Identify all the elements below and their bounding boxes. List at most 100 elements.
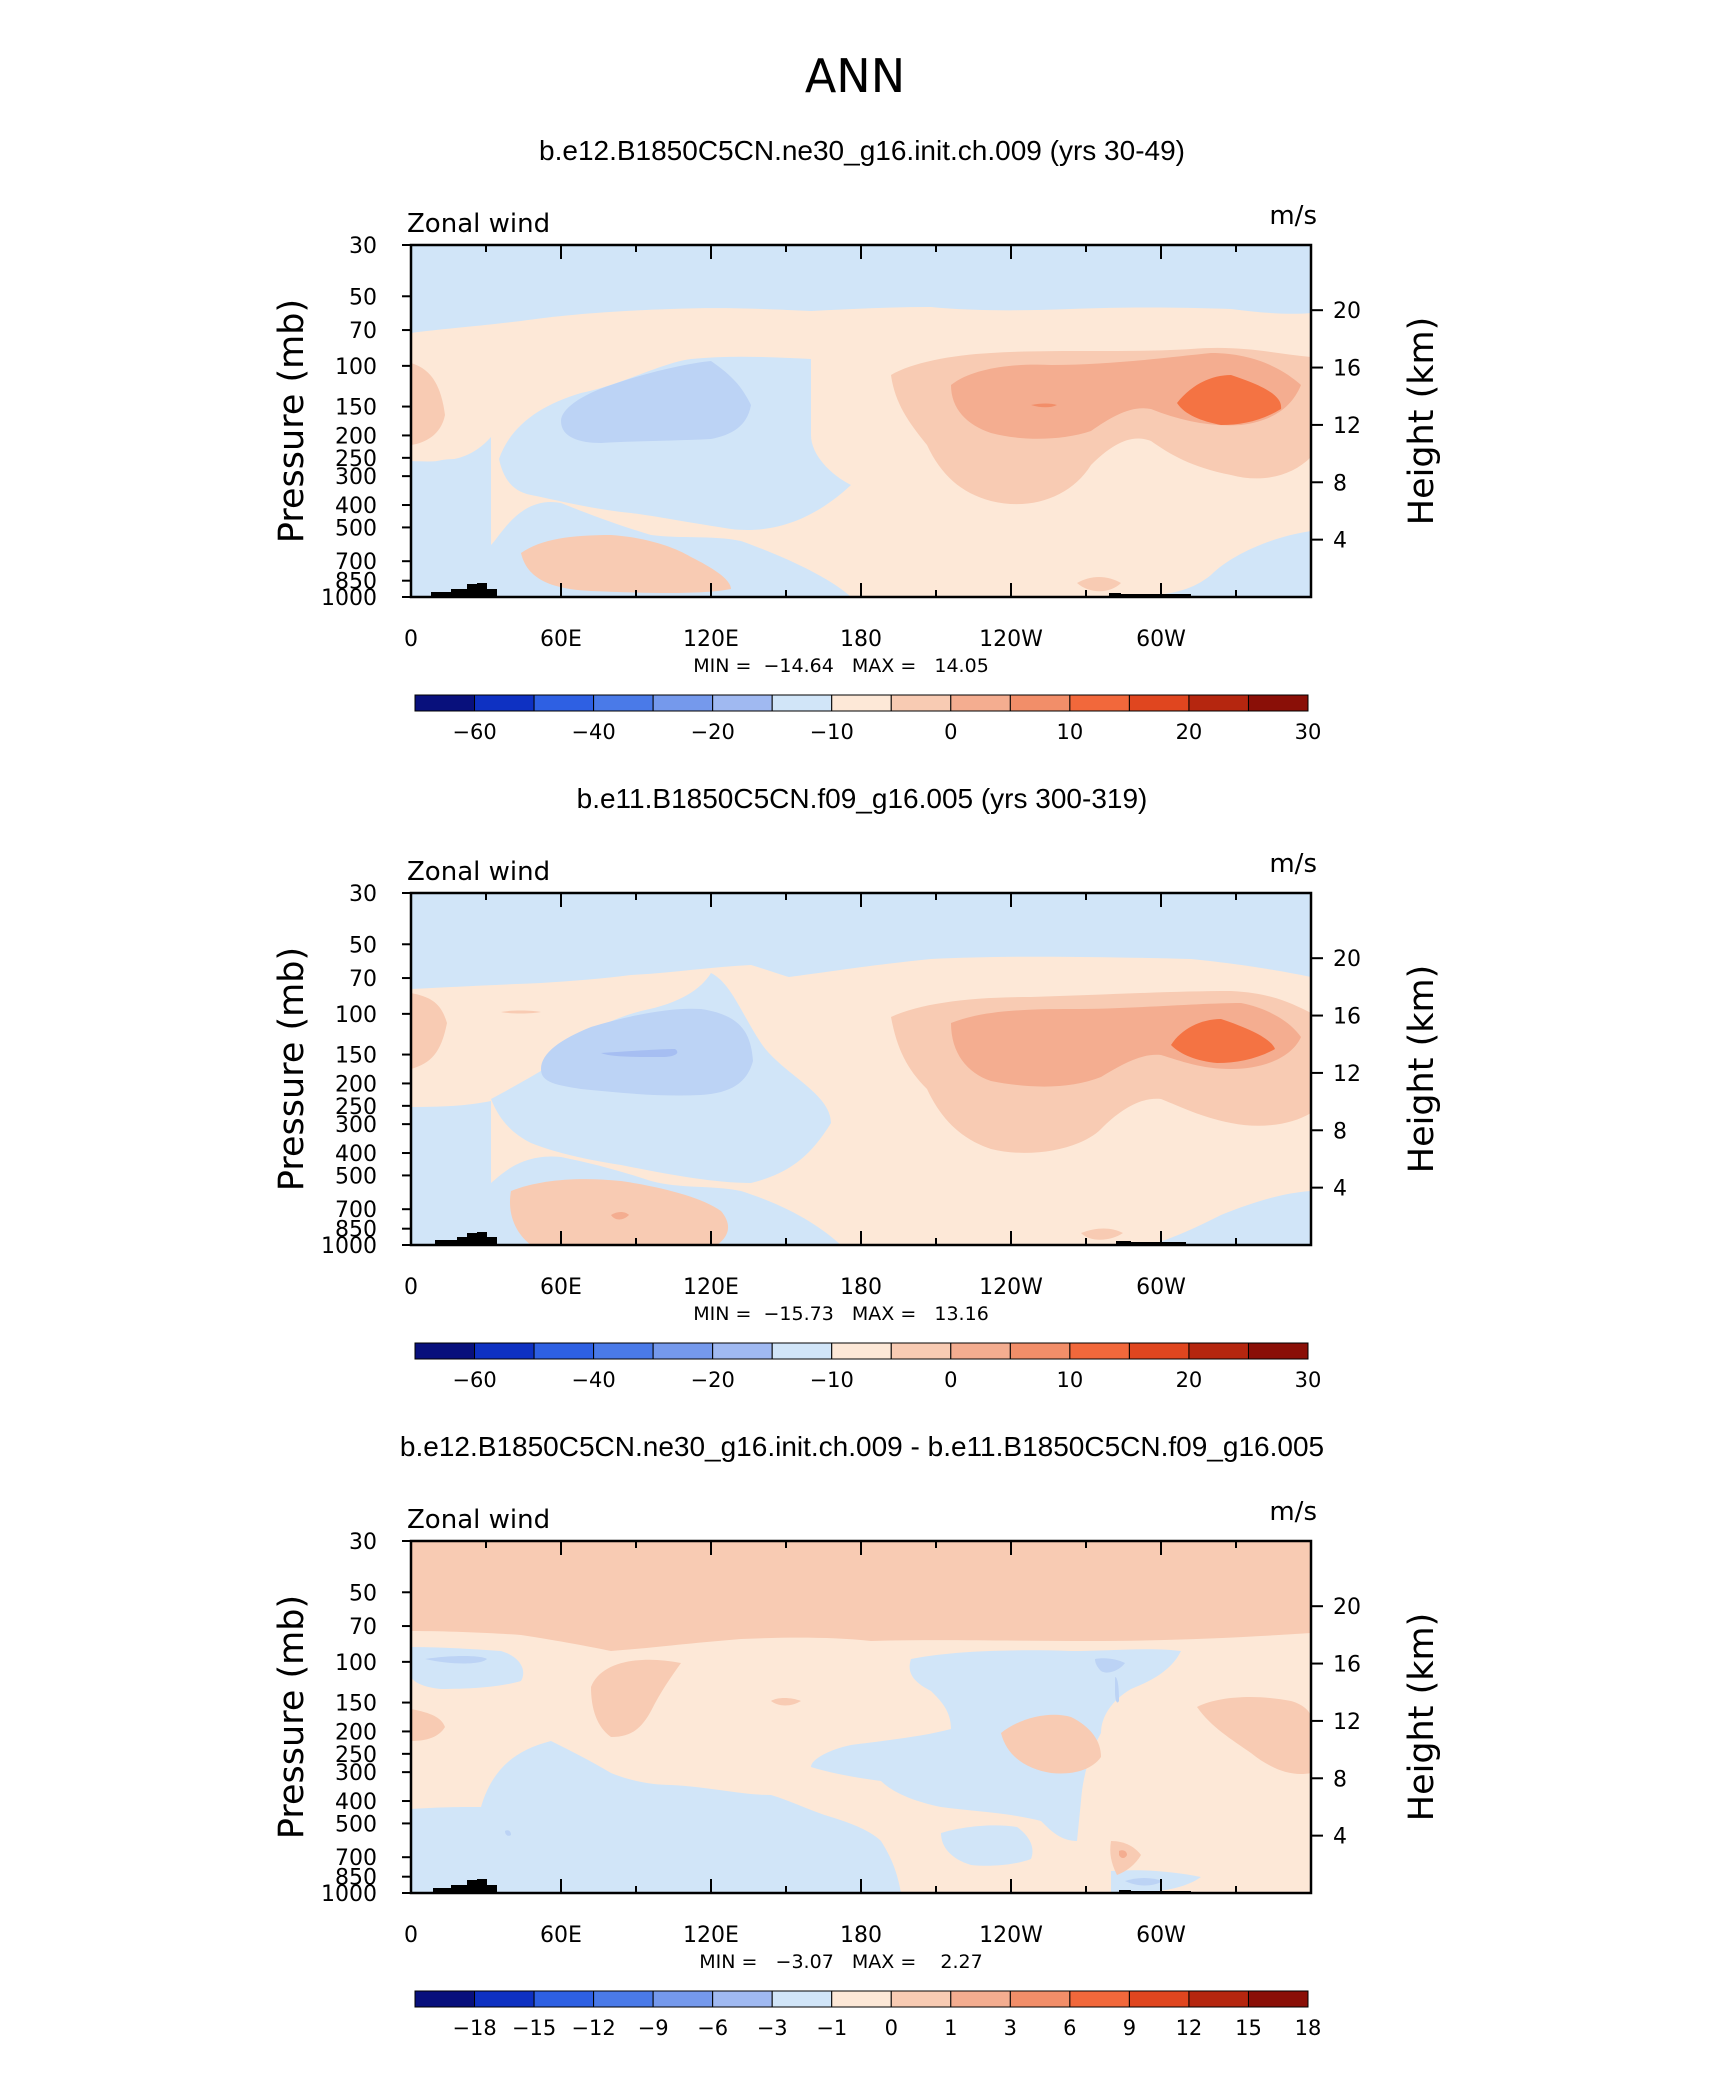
panel-1: b.e12.B1850C5CN.ne30_g16.init.ch.009 (yr… — [272, 135, 1442, 744]
y2-tick-label: 16 — [1333, 1653, 1361, 1678]
colorbar-swatch — [1188, 1990, 1249, 2008]
x-tick-label: 180 — [840, 627, 882, 652]
colorbar-swatch — [652, 694, 714, 712]
colorbar-swatch — [533, 694, 595, 712]
colorbar-swatch — [593, 1342, 654, 1360]
y-tick-label: 700 — [335, 1846, 377, 1871]
y2-tick-label: 8 — [1333, 471, 1347, 496]
y2-axis-label: Height (km) — [1402, 317, 1442, 526]
colorbar-label: 3 — [1004, 2016, 1017, 2040]
panel-title: b.e12.B1850C5CN.ne30_g16.init.ch.009 (yr… — [539, 135, 1185, 166]
colorbar-swatch — [1247, 1990, 1309, 2008]
colorbar-swatch — [712, 1342, 773, 1360]
y2-axis-label: Height (km) — [1402, 965, 1442, 1174]
y-tick-label: 250 — [335, 447, 377, 472]
colorbar-swatch — [831, 694, 892, 712]
y-tick-label: 250 — [335, 1095, 377, 1120]
y-tick-label: 150 — [335, 1044, 377, 1069]
colorbar-swatch — [593, 694, 654, 712]
x-tick-label: 120W — [979, 627, 1043, 652]
colorbar-label: 15 — [1235, 2016, 1262, 2040]
colorbar-label: −60 — [452, 1368, 496, 1392]
x-tick-label: 60E — [540, 627, 582, 652]
contour-field — [411, 893, 1311, 1245]
colorbar-label: 20 — [1176, 720, 1203, 744]
colorbar-label: −1 — [816, 2016, 847, 2040]
y-tick-label: 150 — [335, 1692, 377, 1717]
colorbar-swatch — [1069, 694, 1130, 712]
colorbar-swatch — [890, 1342, 952, 1360]
colorbar-swatch — [831, 1990, 892, 2008]
colorbar-label: −20 — [691, 1368, 735, 1392]
colorbar-swatch — [1009, 1342, 1071, 1360]
y2-tick-label: 12 — [1333, 1062, 1361, 1087]
colorbar-label: 12 — [1176, 2016, 1203, 2040]
colorbar-label: −18 — [452, 2016, 496, 2040]
y2-tick-label: 8 — [1333, 1119, 1347, 1144]
colorbar-swatch — [771, 1342, 833, 1360]
colorbar-swatch — [414, 1990, 476, 2008]
y-tick-label: 500 — [335, 1812, 377, 1837]
colorbar-swatch — [474, 1342, 535, 1360]
colorbar-swatch — [1009, 694, 1071, 712]
colorbar-label: −20 — [691, 720, 735, 744]
y-tick-label: 300 — [335, 1113, 377, 1138]
colorbar-label: 9 — [1123, 2016, 1136, 2040]
colorbar-swatch — [593, 1990, 654, 2008]
y-tick-label: 150 — [335, 396, 377, 421]
colorbar-label: 10 — [1056, 1368, 1083, 1392]
colorbar-label: −12 — [571, 2016, 615, 2040]
colorbar-label: 1 — [944, 2016, 957, 2040]
colorbar-swatch — [1009, 1990, 1071, 2008]
y-tick-label: 1000 — [321, 1234, 377, 1259]
y2-tick-label: 16 — [1333, 357, 1361, 382]
y2-tick-label: 20 — [1333, 947, 1361, 972]
y-tick-label: 700 — [335, 550, 377, 575]
colorbar-swatch — [771, 1990, 833, 2008]
colorbar-label: −9 — [638, 2016, 669, 2040]
y-tick-label: 500 — [335, 516, 377, 541]
y2-tick-label: 20 — [1333, 299, 1361, 324]
y-tick-label: 100 — [335, 1651, 377, 1676]
colorbar-swatch — [950, 1342, 1011, 1360]
x-tick-label: 120W — [979, 1275, 1043, 1300]
y-axis-label: Pressure (mb) — [272, 947, 312, 1191]
y-tick-label: 50 — [349, 285, 377, 310]
y-tick-label: 250 — [335, 1743, 377, 1768]
colorbar-label: 0 — [944, 1368, 957, 1392]
min-max-stats: MIN = −14.64 MAX = 14.05 — [693, 655, 989, 677]
colorbar-label: −10 — [810, 720, 854, 744]
colorbar-swatch — [652, 1990, 714, 2008]
colorbar-label: 20 — [1176, 1368, 1203, 1392]
y2-tick-label: 4 — [1333, 529, 1347, 554]
colorbar-swatch — [652, 1342, 714, 1360]
y2-tick-label: 12 — [1333, 1710, 1361, 1735]
panel-3: b.e12.B1850C5CN.ne30_g16.init.ch.009 - b… — [272, 1431, 1442, 2040]
colorbar-swatch — [1128, 1342, 1190, 1360]
y-tick-label: 1000 — [321, 1882, 377, 1907]
y-tick-label: 30 — [349, 1530, 377, 1555]
x-tick-label: 120E — [683, 1923, 739, 1948]
x-tick-label: 0 — [404, 1275, 418, 1300]
y-tick-label: 400 — [335, 1142, 377, 1167]
y2-tick-label: 4 — [1333, 1177, 1347, 1202]
colorbar-swatch — [1128, 694, 1190, 712]
colorbar: −18 −15 −12 −9 −6 −3 −1 0 1 3 6 9 12 15 18 — [414, 1990, 1321, 2040]
colorbar-swatch — [831, 1342, 892, 1360]
y2-tick-label: 20 — [1333, 1595, 1361, 1620]
y-axis-label: Pressure (mb) — [272, 299, 312, 543]
colorbar-label: 30 — [1295, 720, 1322, 744]
x-tick-label: 180 — [840, 1275, 882, 1300]
x-tick-label: 60W — [1136, 627, 1186, 652]
y-tick-label: 850 — [335, 570, 377, 595]
y2-tick-label: 8 — [1333, 1767, 1347, 1792]
x-tick-label: 60W — [1136, 1923, 1186, 1948]
colorbar-swatch — [474, 694, 535, 712]
colorbar-label: 10 — [1056, 720, 1083, 744]
units-label: m/s — [1269, 849, 1317, 879]
y-tick-label: 850 — [335, 1866, 377, 1891]
x-tick-label: 120E — [683, 1275, 739, 1300]
variable-label: Zonal wind — [407, 1505, 550, 1535]
x-tick-label: 120E — [683, 627, 739, 652]
